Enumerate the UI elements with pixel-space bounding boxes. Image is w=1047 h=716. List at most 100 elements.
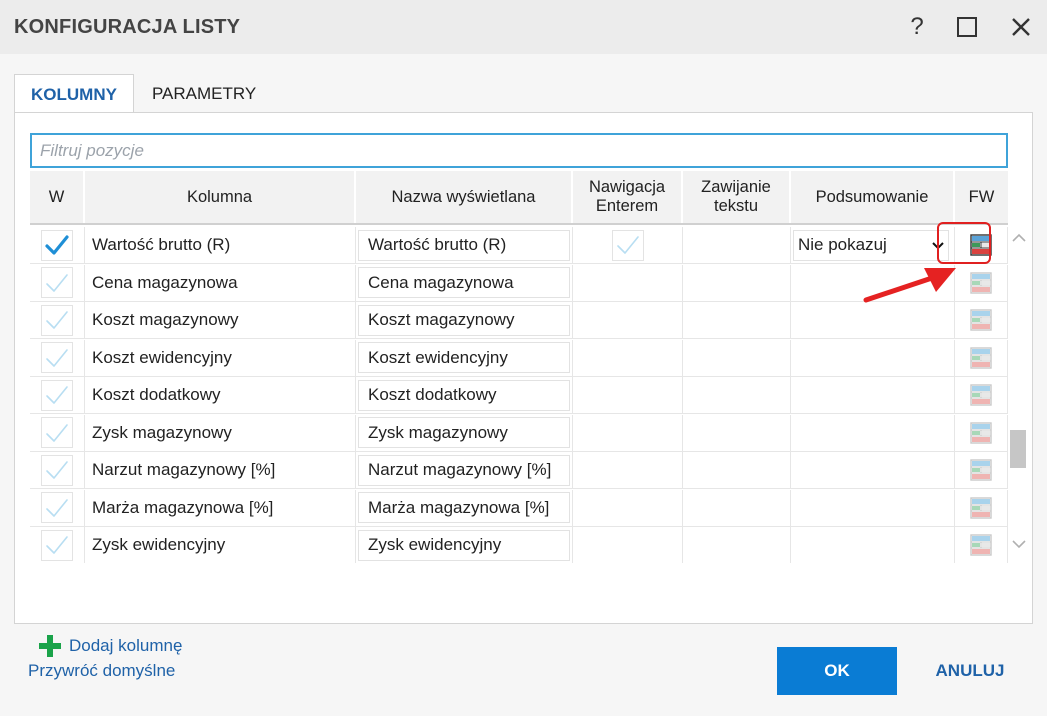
tab-kolumny[interactable]: KOLUMNY — [14, 74, 134, 114]
cell-text-wrap — [683, 452, 791, 489]
cell-display-name: Koszt ewidencyjny — [356, 339, 573, 377]
enter-navigation-checkbox[interactable] — [611, 229, 644, 261]
format-table-icon[interactable] — [970, 534, 992, 556]
cell-fw — [955, 489, 1008, 527]
cell-summary — [791, 414, 955, 452]
summary-select[interactable]: Nie pokazuj — [793, 229, 949, 261]
scroll-thumb[interactable] — [1010, 430, 1026, 468]
cell-enter-navigation — [573, 527, 683, 563]
add-column-label: Dodaj kolumnę — [69, 636, 183, 655]
check-icon — [44, 272, 70, 294]
cell-enter-navigation — [573, 414, 683, 452]
cell-text-wrap — [683, 414, 791, 452]
cell-enter-navigation — [573, 302, 683, 339]
visible-checkbox[interactable] — [41, 342, 73, 373]
visible-checkbox[interactable] — [41, 229, 73, 261]
cell-display-name: Marża magazynowa [%] — [356, 489, 573, 527]
table-row[interactable]: Cena magazynowa Cena magazynowa — [30, 264, 1008, 302]
cell-fw — [955, 377, 1008, 414]
display-name-input[interactable]: Zysk ewidencyjny — [358, 529, 570, 561]
maximize-icon — [957, 17, 977, 37]
ok-button[interactable]: OK — [777, 647, 897, 695]
cell-summary — [791, 302, 955, 339]
help-button[interactable]: ? — [910, 13, 924, 40]
cell-display-name: Cena magazynowa — [356, 264, 573, 302]
cell-column-name: Koszt ewidencyjny — [85, 339, 356, 377]
cell-fw — [955, 264, 1008, 302]
cell-enter-navigation — [573, 489, 683, 527]
tab-bar: KOLUMNY PARAMETRY — [14, 74, 274, 114]
close-button[interactable] — [1004, 10, 1038, 44]
cell-enter-navigation — [573, 452, 683, 489]
cell-w — [30, 414, 85, 452]
display-name-input[interactable]: Cena magazynowa — [358, 267, 570, 298]
cell-w — [30, 489, 85, 527]
table-row[interactable]: Koszt dodatkowy Koszt dodatkowy — [30, 377, 1008, 414]
grid-scrollbar[interactable] — [1009, 228, 1029, 560]
header-zawijanie-tekstu[interactable]: Zawijanie tekstu — [683, 171, 791, 223]
check-icon — [44, 422, 70, 444]
cell-summary — [791, 527, 955, 563]
format-table-icon[interactable] — [970, 459, 992, 481]
cell-column-name: Koszt dodatkowy — [85, 377, 356, 414]
cell-w — [30, 527, 85, 563]
format-table-icon[interactable] — [970, 234, 992, 256]
table-row[interactable]: Zysk ewidencyjny Zysk ewidencyjny — [30, 527, 1008, 563]
cell-w — [30, 264, 85, 302]
header-nazwa-wyswietlana[interactable]: Nazwa wyświetlana — [356, 171, 573, 223]
cell-text-wrap — [683, 489, 791, 527]
table-row[interactable]: Marża magazynowa [%] Marża magazynowa [%] — [30, 489, 1008, 527]
visible-checkbox[interactable] — [41, 379, 73, 411]
header-podsumowanie[interactable]: Podsumowanie — [791, 171, 955, 223]
header-kolumna[interactable]: Kolumna — [85, 171, 356, 223]
table-row[interactable]: Koszt magazynowy Koszt magazynowy — [30, 302, 1008, 339]
maximize-button[interactable] — [950, 10, 984, 44]
visible-checkbox[interactable] — [41, 529, 73, 561]
scroll-down-icon[interactable] — [1009, 534, 1029, 554]
format-table-icon[interactable] — [970, 271, 992, 294]
add-column-button[interactable]: Dodaj kolumnę — [39, 635, 182, 657]
cell-w — [30, 302, 85, 339]
visible-checkbox[interactable] — [41, 417, 73, 448]
restore-defaults-link[interactable]: Przywróć domyślne — [28, 661, 176, 680]
cancel-button[interactable]: ANULUJ — [935, 661, 1005, 680]
cell-w — [30, 227, 85, 264]
visible-checkbox[interactable] — [41, 492, 73, 523]
format-table-icon[interactable] — [970, 496, 992, 519]
chevron-down-icon — [932, 236, 944, 253]
header-w[interactable]: W — [30, 171, 85, 223]
format-table-icon[interactable] — [970, 309, 992, 331]
visible-checkbox[interactable] — [41, 304, 73, 336]
summary-select-value: Nie pokazuj — [798, 235, 887, 254]
format-table-icon[interactable] — [970, 346, 992, 369]
table-row[interactable]: Wartość brutto (R) Wartość brutto (R) Nie … — [30, 227, 1008, 264]
check-icon — [44, 459, 70, 481]
cell-enter-navigation — [573, 339, 683, 377]
table-row[interactable]: Zysk magazynowy Zysk magazynowy — [30, 414, 1008, 452]
header-divider — [30, 223, 1008, 225]
plus-icon — [39, 635, 61, 657]
check-icon — [44, 384, 70, 406]
cell-fw — [955, 527, 1008, 563]
table-row[interactable]: Koszt ewidencyjny Koszt ewidencyjny — [30, 339, 1008, 377]
display-name-input[interactable]: Narzut magazynowy [%] — [358, 454, 570, 486]
scroll-up-icon[interactable] — [1009, 228, 1029, 248]
display-name-input[interactable]: Wartość brutto (R) — [358, 229, 570, 261]
display-name-input[interactable]: Marża magazynowa [%] — [358, 492, 570, 523]
display-name-input[interactable]: Koszt ewidencyjny — [358, 342, 570, 373]
filter-input[interactable] — [30, 133, 1008, 168]
cell-summary — [791, 489, 955, 527]
format-table-icon[interactable] — [970, 384, 992, 406]
cell-column-name: Marża magazynowa [%] — [85, 489, 356, 527]
header-fw[interactable]: FW — [955, 171, 1008, 223]
visible-checkbox[interactable] — [41, 454, 73, 486]
table-row[interactable]: Narzut magazynowy [%] Narzut magazynowy [… — [30, 452, 1008, 489]
tab-parametry[interactable]: PARAMETRY — [151, 84, 257, 103]
display-name-input[interactable]: Koszt magazynowy — [358, 304, 570, 336]
format-table-icon[interactable] — [970, 421, 992, 444]
cell-summary — [791, 339, 955, 377]
visible-checkbox[interactable] — [41, 267, 73, 298]
header-nawigacja-enterem[interactable]: Nawigacja Enterem — [573, 171, 683, 223]
display-name-input[interactable]: Zysk magazynowy — [358, 417, 570, 448]
display-name-input[interactable]: Koszt dodatkowy — [358, 379, 570, 411]
